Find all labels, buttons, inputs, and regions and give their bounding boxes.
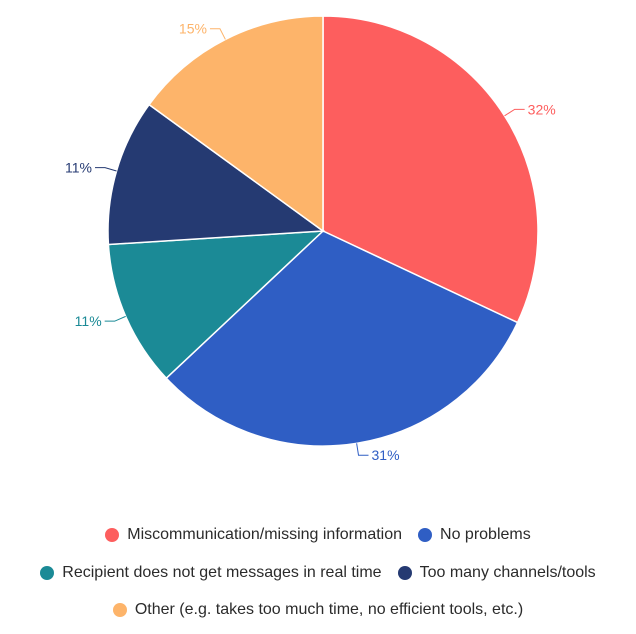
legend-item-no-problems: No problems bbox=[418, 526, 531, 544]
data-label-miscommunication: 32% bbox=[528, 101, 556, 117]
data-label-no-problems: 31% bbox=[372, 447, 400, 463]
leader-line-miscommunication bbox=[504, 108, 525, 117]
leader-line-other bbox=[209, 28, 226, 40]
legend-swatch-miscommunication bbox=[105, 528, 120, 542]
legend-swatch-recipient bbox=[40, 566, 55, 580]
pie-chart: 32% 31% 11% 11% 15% bbox=[65, 15, 556, 463]
legend-label-other: Other (e.g. takes too much time, no effi… bbox=[134, 601, 524, 618]
pie-slice-too-many-channels bbox=[107, 103, 326, 246]
data-label-other: 15% bbox=[179, 21, 207, 37]
legend-swatch-no-problems bbox=[418, 528, 433, 542]
legend-label-no-problems: No problems bbox=[440, 526, 531, 543]
legend-item-other: Other (e.g. takes too much time, no effi… bbox=[112, 601, 524, 619]
legend-swatch-other bbox=[112, 603, 127, 617]
leader-line-too-many-channels bbox=[95, 167, 117, 172]
legend-row-1: Miscommunication/missing information No … bbox=[0, 526, 636, 544]
legend-label-miscommunication: Miscommunication/missing information bbox=[127, 526, 403, 543]
pie-slice-other bbox=[148, 15, 324, 233]
leader-line-recipient bbox=[104, 315, 126, 322]
pie-slice-recipient bbox=[107, 230, 326, 380]
leader-line-no-problems bbox=[356, 443, 369, 456]
legend-row-3: Other (e.g. takes too much time, no effi… bbox=[0, 601, 636, 619]
legend-item-too-many-channels: Too many channels/tools bbox=[397, 564, 596, 582]
legend-item-miscommunication: Miscommunication/missing information bbox=[105, 526, 402, 544]
legend-swatch-too-many-channels bbox=[397, 566, 412, 580]
legend-row-2: Recipient does not get messages in real … bbox=[0, 564, 636, 582]
data-label-recipient: 11% bbox=[75, 313, 102, 329]
data-label-too-many-channels: 11% bbox=[65, 160, 92, 176]
pie-slice-no-problems bbox=[165, 230, 519, 447]
legend-item-recipient: Recipient does not get messages in real … bbox=[40, 564, 382, 582]
legend-label-recipient: Recipient does not get messages in real … bbox=[62, 564, 382, 581]
legend-label-too-many-channels: Too many channels/tools bbox=[419, 564, 596, 581]
